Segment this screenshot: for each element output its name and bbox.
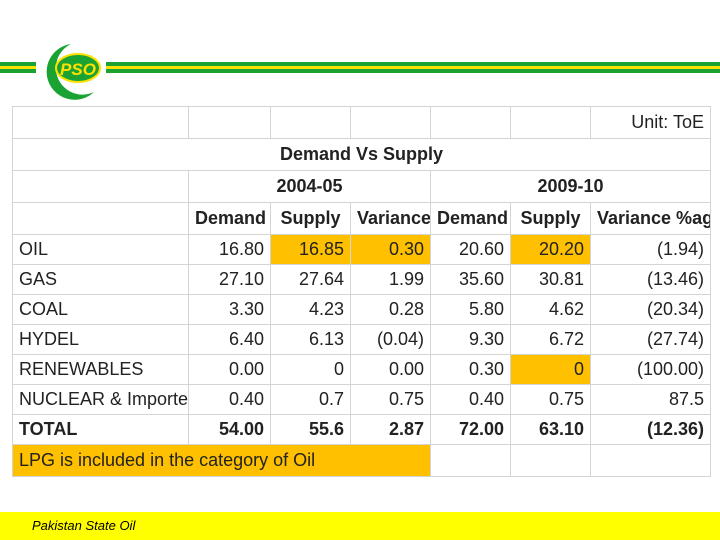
logo-text: PSO	[60, 60, 96, 79]
table-cell: 72.00	[430, 414, 511, 445]
period-header: 2009-10	[430, 170, 711, 203]
table-cell: 87.5	[590, 384, 711, 415]
brand-stripes	[0, 62, 720, 76]
table-row: HYDEL 6.40 6.13 (0.04) 9.30 6.72 (27.74)	[12, 324, 711, 355]
table-cell: (27.74)	[590, 324, 711, 355]
spreadsheet-image: Unit: ToE Demand Vs Supply 2004-05 2009-…	[10, 106, 711, 502]
table-cell: 6.72	[510, 324, 591, 355]
row-label: HYDEL	[12, 324, 189, 355]
footer-bar: Pakistan State Oil	[0, 512, 720, 540]
table-row: OIL 16.80 16.85 0.30 20.60 20.20 (1.94)	[12, 234, 711, 265]
table-cell: 2.87	[350, 414, 431, 445]
table-cell: 0	[270, 354, 351, 385]
note-cell: LPG is included in the category of Oil	[12, 444, 431, 477]
table-cell: (1.94)	[590, 234, 711, 265]
table-cell: 3.30	[188, 294, 271, 325]
table-cell: 20.60	[430, 234, 511, 265]
table-cell: 63.10	[510, 414, 591, 445]
table-cell: (13.46)	[590, 264, 711, 295]
table-cell: 0.7	[270, 384, 351, 415]
row-label: NUCLEAR & Imported	[12, 384, 189, 415]
column-header: Variance	[350, 202, 431, 235]
table-cell: 0.30	[350, 234, 431, 265]
table-cell: (0.04)	[350, 324, 431, 355]
table-cell: (12.36)	[590, 414, 711, 445]
period-header: 2004-05	[188, 170, 431, 203]
row-label: OIL	[12, 234, 189, 265]
table-cell: 0	[510, 354, 591, 385]
table-cell: (20.34)	[590, 294, 711, 325]
column-header: Demand	[430, 202, 511, 235]
column-header: Demand	[188, 202, 271, 235]
table-cell: 16.85	[270, 234, 351, 265]
column-header: Supply	[510, 202, 591, 235]
table-row: GAS 27.10 27.64 1.99 35.60 30.81 (13.46)	[12, 264, 711, 295]
table-cell: 20.20	[510, 234, 591, 265]
table-cell: 30.81	[510, 264, 591, 295]
table-cell: 4.23	[270, 294, 351, 325]
table-cell: 0.40	[430, 384, 511, 415]
table-cell: 0.75	[350, 384, 431, 415]
table-cell: 6.13	[270, 324, 351, 355]
table-cell: 9.30	[430, 324, 511, 355]
row-label: TOTAL	[12, 414, 189, 445]
column-header: Supply	[270, 202, 351, 235]
table-cell: (100.00)	[590, 354, 711, 385]
footer-text: Pakistan State Oil	[32, 518, 136, 533]
column-header: Variance %age	[590, 202, 711, 235]
table-cell: 27.10	[188, 264, 271, 295]
table-row: RENEWABLES 0.00 0 0.00 0.30 0 (100.00)	[12, 354, 711, 385]
pso-logo: PSO	[36, 40, 106, 102]
table-cell: 35.60	[430, 264, 511, 295]
table-cell: 16.80	[188, 234, 271, 265]
table-title: Demand Vs Supply	[12, 138, 711, 171]
table-cell: 0.00	[188, 354, 271, 385]
table-row: COAL 3.30 4.23 0.28 5.80 4.62 (20.34)	[12, 294, 711, 325]
table-cell: 0.75	[510, 384, 591, 415]
table-cell: 6.40	[188, 324, 271, 355]
table-cell: 0.28	[350, 294, 431, 325]
table-row: NUCLEAR & Imported 0.40 0.7 0.75 0.40 0.…	[12, 384, 711, 415]
row-label: GAS	[12, 264, 189, 295]
table-cell: 5.80	[430, 294, 511, 325]
table-cell: 0.00	[350, 354, 431, 385]
demand-supply-table: Unit: ToE Demand Vs Supply 2004-05 2009-…	[12, 106, 711, 477]
table-cell: 0.40	[188, 384, 271, 415]
table-cell: 4.62	[510, 294, 591, 325]
table-cell: 55.6	[270, 414, 351, 445]
table-cell: 27.64	[270, 264, 351, 295]
table-cell: 54.00	[188, 414, 271, 445]
row-label: RENEWABLES	[12, 354, 189, 385]
row-label: COAL	[12, 294, 189, 325]
table-cell: 1.99	[350, 264, 431, 295]
total-row: TOTAL 54.00 55.6 2.87 72.00 63.10 (12.36…	[12, 414, 711, 445]
table-cell: 0.30	[430, 354, 511, 385]
unit-label: Unit: ToE	[590, 106, 711, 139]
